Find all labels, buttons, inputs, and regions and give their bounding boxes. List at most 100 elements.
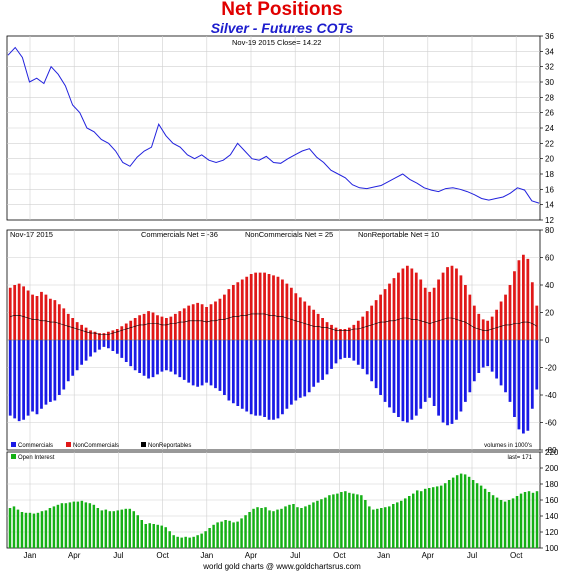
y-tick-label: 180	[545, 480, 559, 489]
noncommercials-bar	[258, 272, 262, 341]
commercials-bar	[200, 340, 204, 386]
x-tick-label: Jul	[113, 551, 123, 560]
noncommercials-bar	[62, 308, 66, 341]
commercials-bar	[245, 340, 249, 412]
x-tick-label: Jul	[467, 551, 477, 560]
noncommercials-bar	[441, 272, 445, 341]
y-tick-label: 32	[545, 63, 554, 72]
noncommercials-bar	[147, 311, 150, 341]
noncommercials-bar	[75, 322, 79, 341]
noncommercials-bar	[49, 298, 52, 340]
commercials-bar	[147, 340, 150, 379]
commercials-bar	[321, 340, 324, 380]
open-interest-bar	[36, 512, 40, 548]
noncommercials-bar	[223, 294, 226, 341]
legend-swatch	[66, 442, 71, 447]
open-interest-bar	[64, 503, 68, 548]
noncommercials-bar	[495, 309, 498, 340]
commercials-bar	[446, 340, 449, 426]
commercials-bar	[522, 340, 525, 434]
commercials-bar	[450, 340, 454, 424]
noncommercials-bar	[173, 313, 177, 341]
open-interest-bar	[503, 501, 507, 548]
commercials-bar	[428, 340, 432, 398]
open-interest-bar	[439, 485, 443, 548]
noncommercials-bar	[325, 322, 329, 341]
y-tick-label: 20	[545, 155, 554, 164]
open-interest-bar	[152, 524, 155, 548]
legend-swatch	[11, 454, 16, 459]
noncommercials-bar	[383, 289, 387, 341]
open-interest-bar	[304, 506, 307, 548]
y-tick-label: 60	[545, 254, 554, 263]
commercials-bar	[339, 340, 342, 360]
commercials-bar	[173, 340, 177, 375]
noncommercials-bar	[285, 283, 289, 341]
noncommercials-bar	[321, 318, 324, 340]
noncommercials-bar	[281, 279, 284, 340]
open-interest-bar	[527, 491, 531, 548]
open-interest-bar	[499, 500, 503, 548]
legend-label: Open Interest	[18, 455, 55, 461]
noncommercials-bar	[388, 283, 391, 341]
legend-swatch	[11, 442, 16, 447]
commercials-bar	[254, 340, 258, 416]
y-tick-label: 16	[545, 185, 554, 194]
noncommercials-bar	[84, 327, 88, 341]
legend-swatch	[141, 442, 146, 447]
chart-subtitle: Silver - Futures COTs	[210, 20, 354, 36]
noncommercials-bar	[71, 318, 75, 340]
noncommercials-bar	[227, 289, 231, 341]
commercials-bar	[379, 340, 382, 395]
nonreportable-net-label: NonReportable Net = 10	[358, 230, 439, 239]
noncommercials-bar	[196, 302, 200, 341]
open-interest-bar	[511, 498, 515, 548]
noncommercials-bar	[160, 316, 164, 341]
commercials-bar	[223, 340, 226, 395]
commercials-bar	[120, 340, 124, 358]
commercials-bar	[486, 340, 490, 367]
open-interest-bar	[408, 496, 411, 548]
commercials-bar	[325, 340, 329, 375]
chart-footer: world gold charts @ www.goldchartsrus.co…	[203, 562, 361, 571]
noncommercials-bar	[236, 282, 240, 340]
open-interest-bar	[495, 497, 499, 548]
noncommercials-bar	[276, 276, 280, 340]
commercials-bar	[307, 340, 311, 393]
y-tick-label: 30	[545, 78, 554, 87]
y-tick-label: 120	[545, 528, 559, 537]
commercials-bar	[468, 340, 472, 393]
y-tick-label: 14	[545, 201, 554, 210]
noncommercials-bar	[263, 272, 266, 341]
open-interest-bar	[451, 477, 455, 548]
commercials-bar	[44, 340, 48, 405]
open-interest-bar	[368, 506, 371, 548]
commercials-bar	[13, 340, 17, 419]
open-interest-bar	[212, 524, 215, 548]
noncommercials-bar	[361, 316, 365, 341]
noncommercials-bar	[89, 330, 92, 341]
open-interest-bar	[252, 508, 255, 548]
commercials-bar	[31, 340, 34, 412]
noncommercials-bar	[477, 313, 481, 341]
price-line	[7, 46, 540, 204]
noncommercials-bar	[115, 329, 119, 340]
noncommercials-bar	[513, 271, 516, 340]
noncommercials-bar	[26, 290, 30, 340]
noncommercials-bar	[450, 265, 454, 340]
open-interest-bar	[348, 492, 351, 548]
open-interest-bar	[523, 492, 527, 548]
noncommercials-bar	[8, 287, 12, 340]
y-tick-label: 26	[545, 109, 554, 118]
open-interest-bar	[328, 495, 331, 548]
open-interest-bar	[264, 507, 267, 548]
open-interest-bar	[228, 520, 231, 548]
open-interest-bar	[443, 483, 447, 548]
commercials-bar	[437, 340, 440, 416]
open-interest-bar	[332, 494, 335, 548]
open-interest-bar	[188, 537, 191, 548]
noncommercials-bar	[205, 307, 208, 340]
noncommercials-bar	[472, 305, 476, 341]
legend-label: Commercials	[18, 443, 53, 449]
noncommercials-bar	[334, 327, 338, 341]
